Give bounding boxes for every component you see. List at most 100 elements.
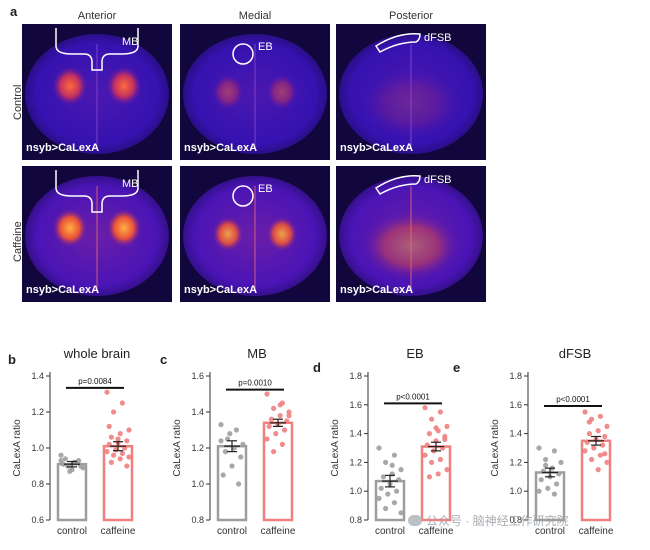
y-tick-label: 1.2: [191, 443, 204, 453]
x-tick-label: caffeine: [101, 526, 136, 537]
data-point-caffeine: [597, 413, 603, 419]
y-tick-label: 1.0: [31, 443, 44, 453]
data-point-control: [543, 456, 549, 463]
brain-image-caffeine-posterior: dFSB nsyb>CaLexA: [336, 166, 486, 302]
data-point-caffeine: [111, 409, 117, 415]
brain-image-svg: [180, 24, 330, 160]
y-axis-label: CaLexA ratio: [330, 419, 341, 477]
y-axis-label: CaLexA ratio: [490, 419, 501, 477]
data-point-control: [229, 463, 235, 469]
x-tick-label: control: [57, 526, 87, 537]
tile-genotype-label: nsyb>CaLexA: [26, 284, 100, 296]
data-point-caffeine: [591, 445, 597, 451]
y-tick-label: 1.4: [509, 429, 522, 439]
data-point-caffeine: [268, 416, 274, 422]
region-outline-mb: [55, 170, 139, 213]
p-value-label: p<0.0001: [396, 392, 430, 401]
data-point-control: [538, 477, 544, 483]
data-point-caffeine: [117, 431, 123, 437]
data-point-control: [76, 458, 82, 464]
chart-eb: EB 0.8 1.0 1.2 1.4 1.6 1.8 CaLexA ratio control c…: [318, 330, 478, 545]
data-point-caffeine: [273, 431, 279, 437]
chart-title: dFSB: [559, 346, 592, 361]
data-point-caffeine: [271, 449, 277, 455]
y-tick-label: 1.6: [509, 400, 522, 410]
y-tick-label: 1.6: [349, 400, 362, 410]
data-point-caffeine: [111, 452, 117, 458]
y-tick-label: 0.8: [509, 515, 522, 525]
brain-image-svg: [336, 24, 486, 160]
x-tick-label: caffeine: [419, 526, 454, 537]
data-point-caffeine: [604, 423, 610, 429]
data-point-control: [536, 488, 542, 494]
data-point-caffeine: [279, 441, 285, 447]
data-point-control: [218, 422, 224, 428]
data-point-control: [398, 467, 404, 473]
data-point-caffeine: [277, 413, 283, 419]
data-point-caffeine: [582, 409, 588, 415]
y-tick-label: 1.0: [509, 486, 522, 496]
tile-genotype-label: nsyb>CaLexA: [340, 142, 414, 154]
chart-mb: MB 0.8 1.0 1.2 1.4 1.6 CaLexA ratio control caff…: [160, 330, 320, 545]
brain-image-caffeine-medial: EB nsyb>CaLexA: [180, 166, 330, 302]
data-point-caffeine: [600, 442, 606, 448]
data-point-caffeine: [435, 471, 441, 477]
column-title-medial: Medial: [238, 10, 272, 22]
data-point-caffeine: [595, 428, 601, 434]
p-value-label: p=0.0010: [238, 379, 272, 388]
data-point-caffeine: [595, 467, 601, 473]
y-axis-label: CaLexA ratio: [172, 419, 183, 477]
tile-genotype-label: nsyb>CaLexA: [184, 284, 258, 296]
chart-whole-brain: whole brain 0.6 0.8 1.0 1.2 1.4 CaLexA ratio co…: [0, 330, 160, 545]
data-point-caffeine: [286, 409, 292, 415]
data-point-control: [376, 445, 382, 451]
data-point-caffeine: [422, 405, 428, 411]
data-point-caffeine: [264, 436, 270, 442]
region-outline-eb: [232, 43, 254, 65]
region-label-mb: MB: [122, 36, 139, 48]
y-tick-label: 1.2: [509, 457, 522, 467]
data-point-caffeine: [266, 423, 272, 429]
data-point-control: [383, 459, 389, 465]
x-tick-label: control: [217, 526, 247, 537]
data-point-control: [62, 456, 68, 462]
tile-genotype-label: nsyb>CaLexA: [184, 142, 258, 154]
data-point-control: [376, 495, 382, 501]
y-tick-label: 1.4: [31, 371, 44, 381]
data-point-caffeine: [429, 416, 435, 422]
data-point-control: [554, 481, 560, 487]
data-point-control: [551, 491, 557, 497]
y-tick-label: 1.2: [31, 407, 44, 417]
region-label-mb: MB: [122, 178, 139, 190]
data-point-caffeine: [444, 467, 450, 473]
column-title-anterior: Anterior: [77, 10, 117, 22]
data-point-caffeine: [442, 436, 448, 442]
data-point-caffeine: [426, 474, 432, 480]
p-value-label: p<0.0001: [556, 395, 590, 404]
panel-a-letter: a: [10, 4, 18, 19]
data-point-caffeine: [104, 389, 110, 395]
data-point-control: [378, 485, 384, 491]
y-tick-label: 1.8: [509, 371, 522, 381]
data-point-control: [391, 500, 397, 506]
data-point-caffeine: [126, 427, 132, 433]
x-tick-label: control: [535, 526, 565, 537]
data-point-caffeine: [586, 431, 592, 437]
y-tick-label: 1.0: [349, 486, 362, 496]
y-axis-label: CaLexA ratio: [12, 419, 23, 477]
data-point-caffeine: [597, 452, 603, 458]
x-tick-label: caffeine: [579, 526, 614, 537]
data-point-caffeine: [108, 459, 114, 465]
y-tick-label: 1.4: [349, 429, 362, 439]
region-label-eb: EB: [258, 41, 273, 53]
data-point-control: [558, 459, 564, 465]
tile-genotype-label: nsyb>CaLexA: [26, 142, 100, 154]
y-tick-label: 0.6: [31, 515, 44, 525]
data-point-caffeine: [104, 449, 110, 455]
data-point-control: [536, 445, 542, 451]
data-point-caffeine: [426, 431, 432, 437]
data-point-caffeine: [286, 413, 292, 419]
data-point-control: [398, 510, 404, 516]
brain-image-svg: [22, 166, 172, 302]
y-tick-label: 1.8: [349, 371, 362, 381]
